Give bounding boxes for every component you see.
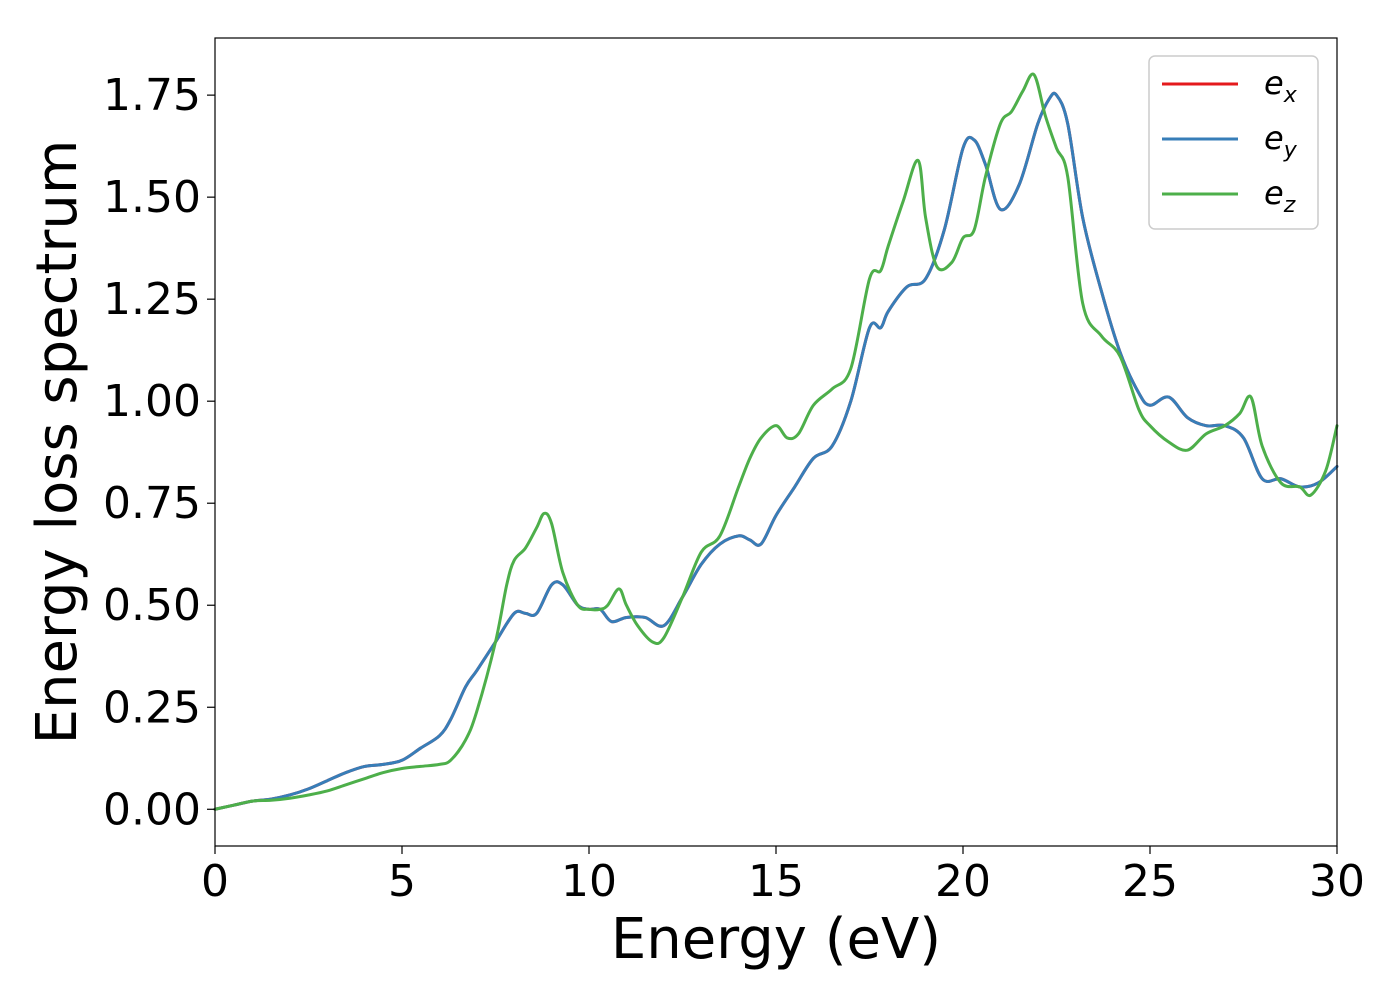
legend-frame [1148,55,1319,230]
x-axis: 0 5 10 15 20 25 30 [201,846,1365,907]
x-tick-label: 15 [748,856,804,907]
y-tick-label: 1.25 [103,274,201,325]
y-tick-label: 1.00 [103,376,201,427]
x-tick-label: 10 [561,856,617,907]
series-line-ez [213,72,1339,811]
x-tick-label: 30 [1309,856,1365,907]
x-tick-label: 25 [1122,856,1178,907]
y-tick-label: 0.75 [103,478,201,529]
x-tick-label: 0 [201,856,229,907]
y-tick-label: 1.75 [103,70,201,121]
series-line-ey [213,91,1339,811]
y-axis: 0.00 0.25 0.50 0.75 1.00 1.25 1.50 1.75 [103,70,215,835]
x-tick-label: 5 [388,856,416,907]
y-tick-label: 0.00 [103,784,201,835]
x-tick-label: 20 [935,856,991,907]
y-tick-label: 0.50 [103,580,201,631]
y-tick-label: 0.25 [103,682,201,733]
y-axis-label: Energy loss spectrum [25,140,90,745]
x-axis-label: Energy (eV) [611,907,941,972]
y-tick-label: 1.50 [103,172,201,223]
series-layer [213,72,1339,811]
legend-label-ey: ey [1264,119,1298,163]
